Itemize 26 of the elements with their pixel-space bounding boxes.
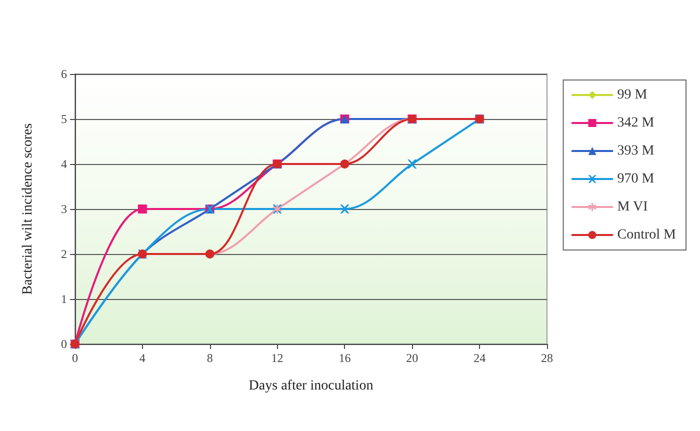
y-tick-label: 3 [61, 202, 67, 216]
x-tick-label: 24 [474, 351, 486, 365]
point [340, 204, 350, 214]
legend-label: 393 M [617, 144, 655, 158]
x-tick-label: 16 [338, 351, 351, 365]
x-tick-label: 0 [72, 351, 78, 365]
x-tick-label: 8 [206, 351, 213, 365]
point [408, 160, 417, 168]
legend-label: 99 M [617, 88, 648, 102]
x-tick-label: 20 [406, 351, 418, 365]
point [138, 204, 147, 214]
y-tick-label: 0 [61, 337, 67, 351]
x-tick-label: 12 [271, 351, 284, 365]
x-tick-label: 4 [139, 351, 146, 365]
y-tick-label: 1 [61, 292, 67, 306]
x-tick-label: 28 [541, 351, 553, 365]
legend-label: 970 M [617, 172, 655, 186]
y-tick-label: 5 [61, 112, 67, 126]
legend-label: 342 M [617, 116, 655, 130]
legend-label: M VI [617, 200, 648, 214]
legend-label: Control M [617, 228, 677, 242]
y-tick-label: 2 [61, 247, 67, 261]
y-tick-label: 6 [61, 67, 67, 81]
y-tick-label: 4 [61, 157, 67, 171]
y-axis-title: Bacterial wilt incidence scores [20, 123, 36, 295]
x-axis-title: Days after inoculation [248, 378, 374, 394]
